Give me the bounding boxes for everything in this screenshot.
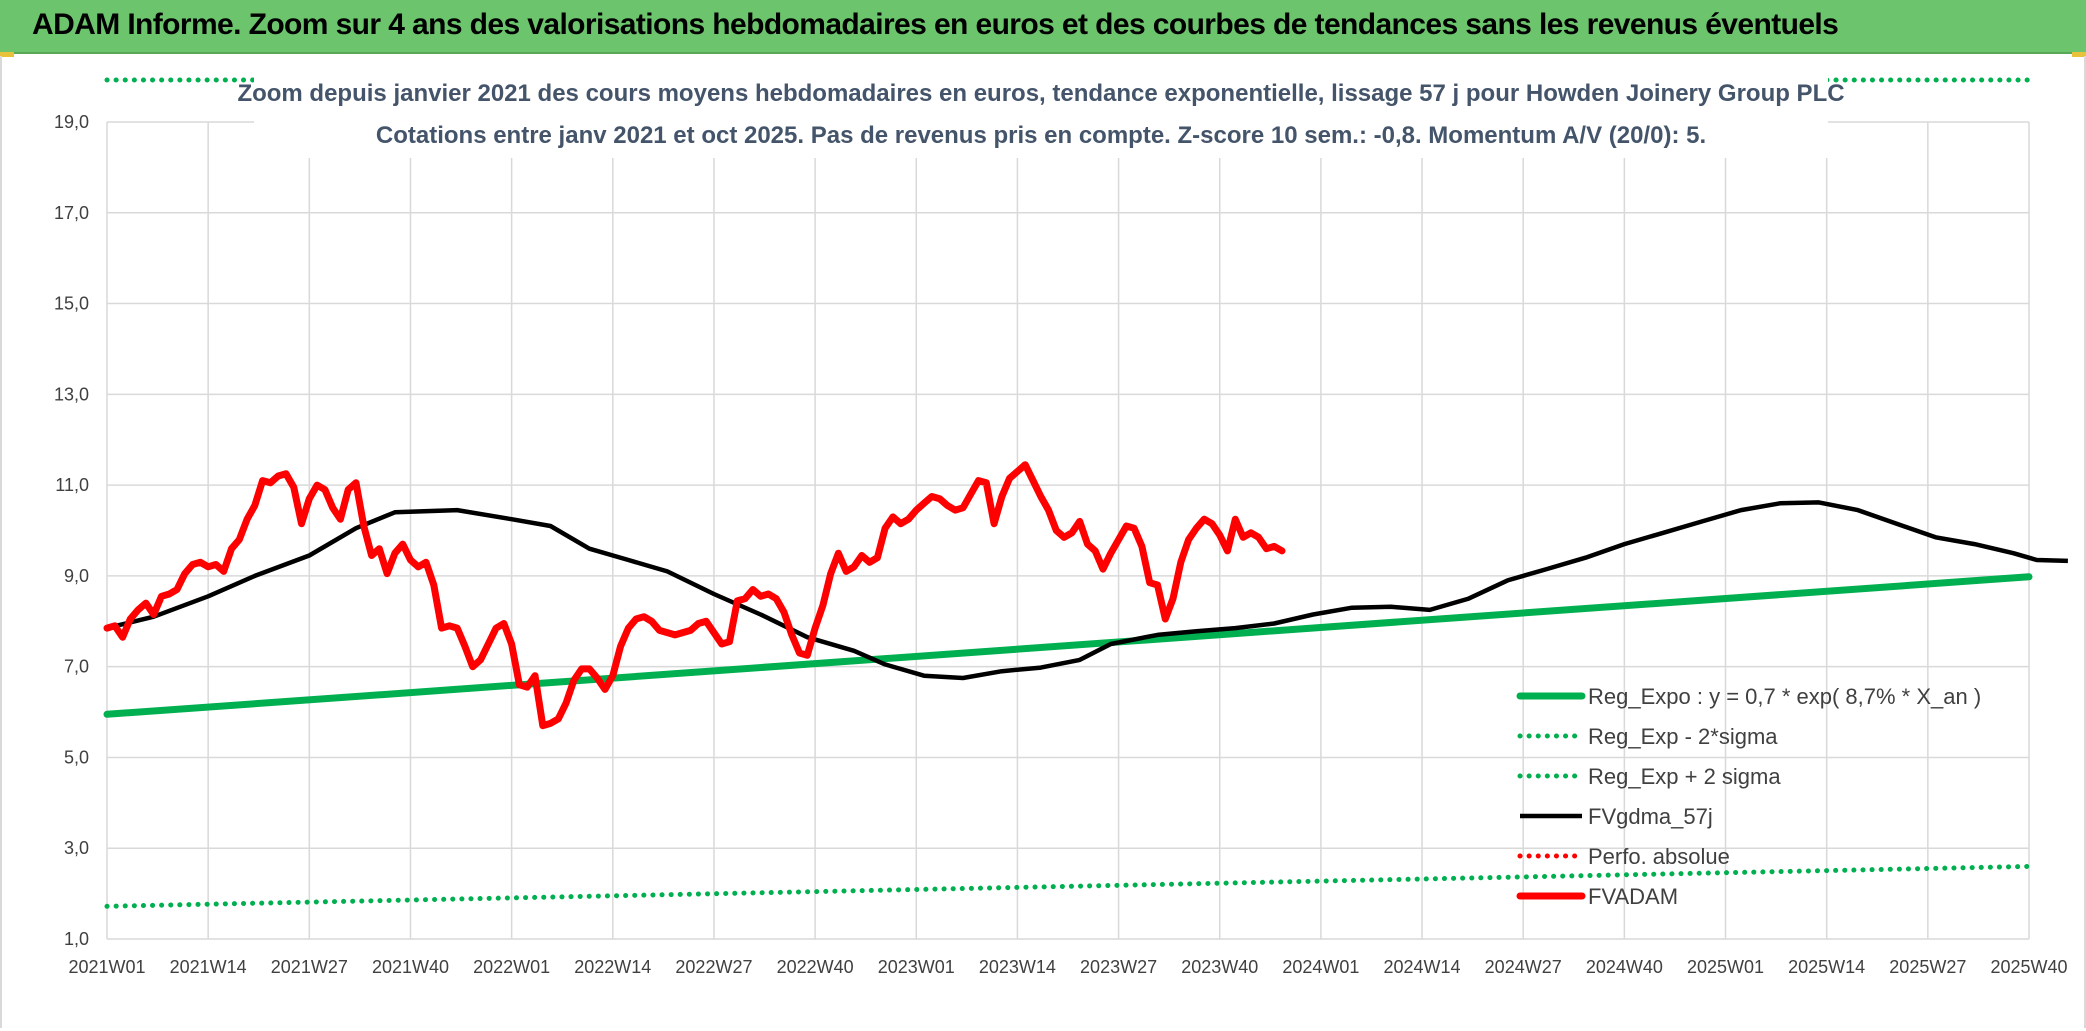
y-tick-label: 1,0 bbox=[64, 929, 89, 949]
series-reg_exp-line bbox=[104, 863, 2032, 909]
x-tick-label: 2023W27 bbox=[1080, 957, 1157, 977]
line-chart: 1,0 3,0 5,0 7,0 9,0 11,0 13,0 15,0 17,0 19,0 2021… bbox=[54, 56, 2068, 977]
x-tick-label: 2023W14 bbox=[979, 957, 1056, 977]
series-reg_expo-line bbox=[103, 573, 2033, 718]
y-tick-label: 11,0 bbox=[55, 475, 89, 495]
y-axis: 1,0 3,0 5,0 7,0 9,0 11,0 13,0 15,0 17,0 19,0 bbox=[54, 112, 89, 949]
x-tick-label: 2023W40 bbox=[1181, 957, 1258, 977]
x-tick-label: 2024W27 bbox=[1485, 957, 1562, 977]
report-title: ADAM Informe. Zoom sur 4 ans des valoris… bbox=[32, 8, 1839, 41]
report-banner: ADAM Informe. Zoom sur 4 ans des valoris… bbox=[0, 0, 2086, 54]
x-tick-label: 2025W14 bbox=[1788, 957, 1865, 977]
legend-label: Perfo. absolue bbox=[1588, 844, 1730, 869]
x-tick-label: 2025W01 bbox=[1687, 957, 1764, 977]
x-tick-label: 2025W27 bbox=[1889, 957, 1966, 977]
x-tick-label: 2021W27 bbox=[271, 957, 348, 977]
x-tick-label: 2024W40 bbox=[1586, 957, 1663, 977]
x-tick-label: 2024W14 bbox=[1384, 957, 1461, 977]
series-fvadam-line bbox=[103, 461, 1286, 730]
legend-label: FVgdma_57j bbox=[1588, 804, 1713, 829]
x-tick-label: 2022W27 bbox=[675, 957, 752, 977]
x-tick-label: 2021W14 bbox=[170, 957, 247, 977]
legend-label: FVADAM bbox=[1588, 884, 1678, 909]
x-tick-label: 2023W01 bbox=[878, 957, 955, 977]
y-tick-label: 13,0 bbox=[54, 384, 89, 404]
x-tick-label: 2021W01 bbox=[68, 957, 145, 977]
chart-grid bbox=[106, 121, 2030, 940]
x-tick-label: 2025W40 bbox=[1990, 957, 2067, 977]
legend-label: Reg_Expo : y = 0,7 * exp( 8,7% * X_an ) bbox=[1588, 684, 1981, 709]
series-fvgdma_57j-line bbox=[106, 500, 2068, 681]
chart-subtitle-line-1: Zoom depuis janvier 2021 des cours moyen… bbox=[237, 80, 1844, 107]
chart-subtitle-line-2: Cotations entre janv 2021 et oct 2025. P… bbox=[376, 122, 1706, 149]
legend-label: Reg_Exp - 2*sigma bbox=[1588, 724, 1778, 749]
y-tick-label: 3,0 bbox=[64, 838, 89, 858]
chart-frame: 1,0 3,0 5,0 7,0 9,0 11,0 13,0 15,0 17,0 19,0 2021… bbox=[0, 56, 2086, 1028]
y-tick-label: 9,0 bbox=[64, 566, 89, 586]
x-tick-label: 2021W40 bbox=[372, 957, 449, 977]
y-tick-label: 19,0 bbox=[54, 112, 89, 132]
right-corner-mark bbox=[2072, 52, 2086, 57]
x-tick-label: 2022W14 bbox=[574, 957, 651, 977]
y-tick-label: 7,0 bbox=[64, 657, 89, 677]
subtitle-background bbox=[254, 56, 1828, 158]
x-tick-label: 2022W01 bbox=[473, 957, 550, 977]
left-corner-mark bbox=[0, 52, 14, 57]
y-tick-label: 5,0 bbox=[64, 747, 89, 767]
legend-label: Reg_Exp + 2 sigma bbox=[1588, 764, 1781, 789]
x-tick-label: 2024W01 bbox=[1282, 957, 1359, 977]
x-axis: 2021W01 2021W14 2021W27 2021W40 2022W01 2022W… bbox=[68, 957, 2067, 977]
y-tick-label: 17,0 bbox=[54, 203, 89, 223]
x-tick-label: 2022W40 bbox=[777, 957, 854, 977]
y-tick-label: 15,0 bbox=[54, 294, 89, 314]
chart-legend: Reg_Expo : y = 0,7 * exp( 8,7% * X_an ) R… bbox=[1516, 684, 1981, 909]
